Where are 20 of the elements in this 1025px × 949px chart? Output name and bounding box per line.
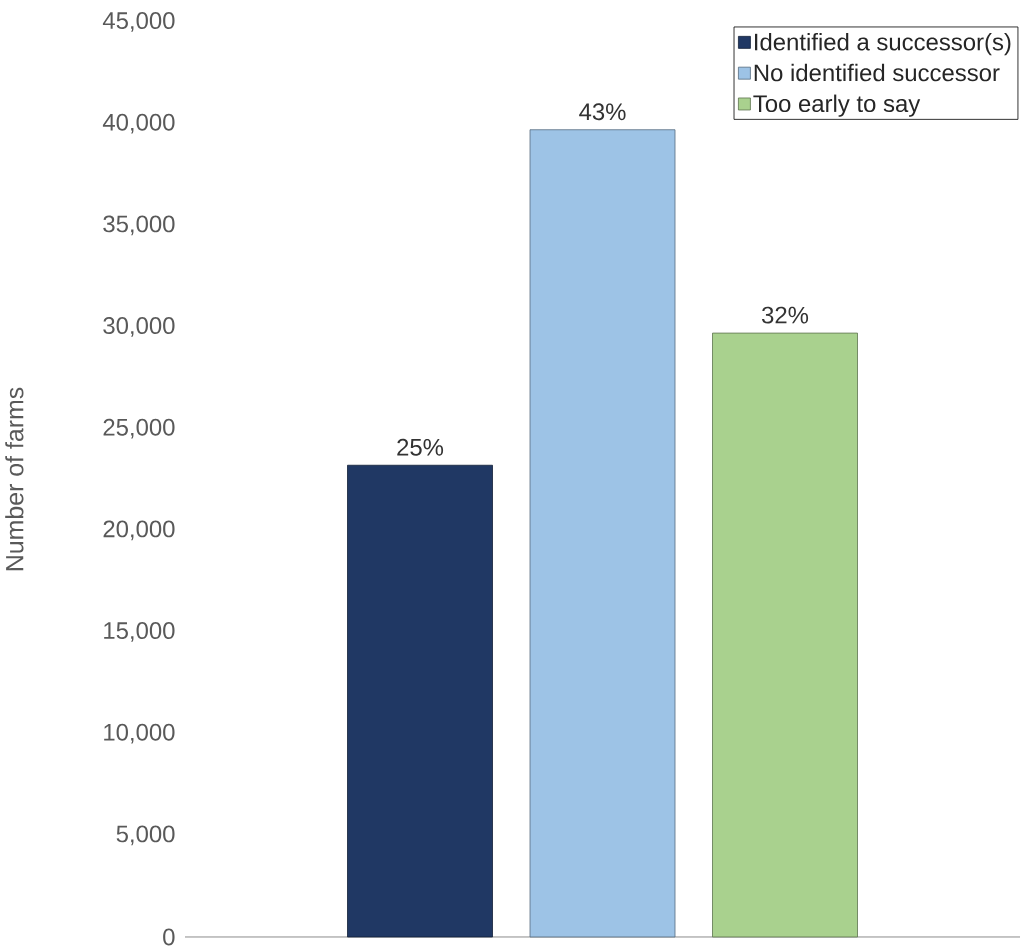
y-tick-label: 45,000 <box>102 12 175 32</box>
y-tick-label: 15,000 <box>104 622 175 642</box>
y-tick-label: 35,000 <box>103 215 175 236</box>
legend-label: Too early to say <box>753 94 921 117</box>
bar <box>347 464 493 938</box>
y-tick-label: 5,000 <box>116 825 175 846</box>
y-tick-label: 20,000 <box>103 520 175 541</box>
annotation: 25% <box>397 438 444 456</box>
legend-label: Identified a successor(s) <box>755 32 1011 56</box>
bar <box>529 129 676 938</box>
y-tick-label: 40,000 <box>102 113 175 134</box>
bar <box>712 332 858 938</box>
y-axis-title: Number of farms <box>5 387 24 571</box>
legend-label: No identified successor <box>754 63 1000 82</box>
y-tick-label: 10,000 <box>104 723 175 744</box>
y-tick-label: 30,000 <box>103 317 175 337</box>
y-tick-label: 25,000 <box>103 418 175 439</box>
annotation: 43% <box>579 103 626 121</box>
y-tick-label: 0 <box>163 928 175 946</box>
annotation: 32% <box>761 306 809 324</box>
